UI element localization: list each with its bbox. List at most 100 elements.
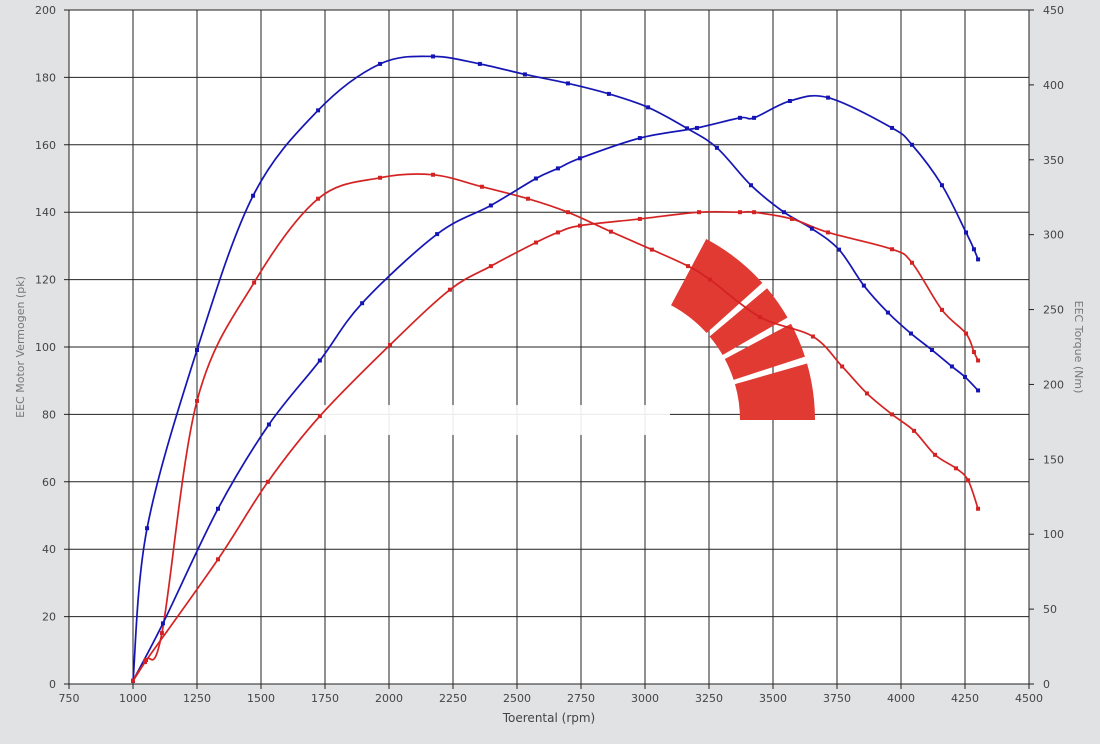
data-point-blue-right [885,310,890,315]
data-point-red-right [526,196,531,201]
data-point-red-left [447,287,452,292]
data-point-blue-left [488,203,493,208]
data-point-blue-right [949,364,954,369]
data-point-blue-right [378,61,383,66]
data-point-red-right [933,452,938,457]
data-point-blue-left [266,422,271,427]
y-tick-label-left: 20 [42,611,56,624]
data-point-blue-right [565,81,570,86]
x-axis-label: Toerental (rpm) [502,711,595,725]
data-point-blue-right [809,226,814,231]
data-point-red-right [810,334,815,339]
x-tick-label: 1000 [119,692,147,705]
data-point-red-left [265,479,270,484]
x-tick-label: 2750 [567,692,595,705]
logo-segment [671,238,763,334]
x-tick-label: 4000 [887,692,915,705]
data-point-red-right [378,175,383,180]
data-point-blue-right [908,331,913,336]
data-point-red-left [910,260,915,265]
x-tick-label: 4500 [1015,692,1043,705]
y-tick-label-left: 60 [42,476,56,489]
y-tick-label-left: 80 [42,408,56,421]
data-point-blue-left [752,115,757,120]
data-point-red-left [752,210,757,215]
y-tick-label-right: 250 [1043,304,1064,317]
x-tick-label: 4250 [951,692,979,705]
data-point-red-right [252,280,257,285]
logo-segment [709,288,788,355]
data-point-blue-left [964,230,969,235]
data-point-blue-right [976,388,981,393]
data-point-blue-right [963,374,967,379]
data-point-red-right [159,631,164,636]
x-tick-label: 2500 [503,692,531,705]
data-point-blue-left [890,125,895,130]
data-point-red-right [954,466,959,471]
data-point-blue-right [522,72,527,77]
y-tick-label-right: 200 [1043,378,1064,391]
data-point-red-right [608,229,613,234]
data-point-blue-right [837,247,842,252]
logo-text-block [320,405,670,435]
data-point-blue-left [976,257,981,262]
series-line-red-right [132,173,979,682]
data-point-red-left [890,247,895,252]
data-point-blue-right [316,108,321,113]
data-point-red-left [215,557,220,562]
watermark-logo [320,238,815,435]
tick-labels: 750 1000 1250 1500 1750 2000 2250 2500 2750 3000 3… [35,4,1064,705]
data-point-blue-left [555,166,560,171]
data-point-blue-left [737,115,742,120]
data-point-blue-left [939,183,944,188]
data-point-red-left [826,230,831,235]
data-point-red-left [488,264,493,269]
y-tick-label-right: 100 [1043,528,1064,541]
data-point-red-right [479,184,484,189]
data-point-red-right [840,364,845,369]
data-point-blue-right [251,193,256,198]
x-tick-label: 3000 [631,692,659,705]
data-point-red-left [388,342,393,347]
data-point-blue-left [971,247,976,252]
data-point-blue-left [215,506,220,511]
y-tick-label-right: 400 [1043,79,1064,92]
data-point-red-right [890,412,895,417]
data-point-blue-right [646,105,651,110]
data-point-blue-left [317,358,322,363]
data-point-blue-right [195,347,199,352]
data-point-red-right [649,247,654,252]
data-point-blue-right [145,526,150,531]
x-tick-label: 1500 [247,692,275,705]
data-point-red-left [555,230,560,235]
series-markers [131,54,981,684]
data-point-red-right [966,478,971,483]
y-tick-label-right: 450 [1043,4,1064,17]
data-point-red-right [686,264,691,269]
x-tick-label: 1250 [183,692,211,705]
data-point-red-right [912,428,917,433]
data-point-blue-left [435,232,440,237]
y-tick-label-left: 180 [35,71,56,84]
data-point-red-left [577,223,582,228]
y-tick-label-left: 160 [35,139,56,152]
x-tick-label: 3500 [759,692,787,705]
y-tick-label-right: 0 [1043,678,1050,691]
data-point-blue-right [684,126,689,131]
x-tick-label: 3250 [695,692,723,705]
data-point-red-right [144,658,149,663]
grid [64,9,1034,689]
data-point-blue-right [431,54,436,59]
data-point-blue-left [160,621,165,626]
data-point-red-left [533,240,538,245]
data-point-blue-left [577,156,582,161]
x-tick-label: 750 [59,692,80,705]
data-point-red-left [964,331,969,336]
data-point-blue-left [826,95,831,100]
data-point-red-right [976,506,981,511]
data-point-red-right [757,315,762,320]
y-tick-label-right: 300 [1043,229,1064,242]
logo-segment [734,363,815,420]
data-point-red-left [976,358,981,363]
